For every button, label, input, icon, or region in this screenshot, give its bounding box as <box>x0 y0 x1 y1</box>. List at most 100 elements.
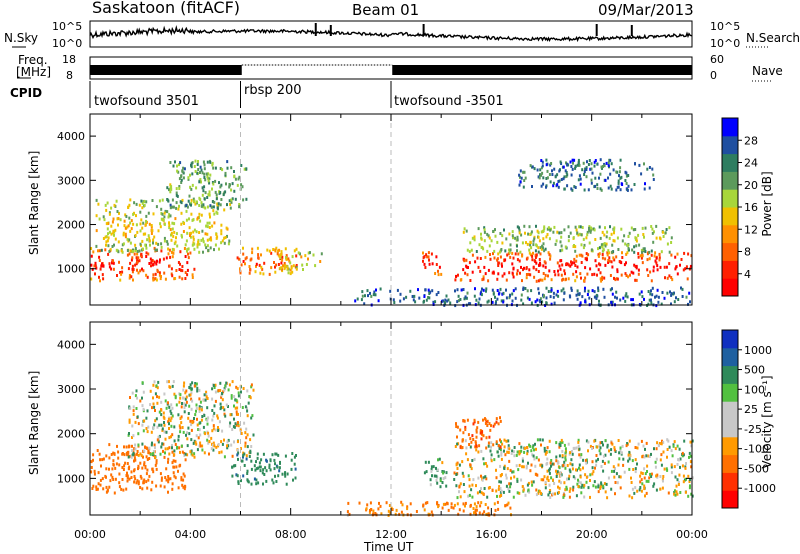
heatmap-cell-7 <box>537 250 540 254</box>
heatmap-cell-2 <box>205 172 208 176</box>
heatmap-cell-4 <box>610 448 613 452</box>
heatmap-cell-1 <box>198 410 201 413</box>
heatmap-cell-0 <box>177 486 180 490</box>
heatmap-cell-1 <box>189 234 191 237</box>
heatmap-cell-2 <box>219 203 222 207</box>
heatmap-cell-7 <box>574 245 577 249</box>
heatmap-cell-7 <box>493 249 496 253</box>
heatmap-cell-9 <box>603 164 606 168</box>
heatmap-cell-1 <box>222 390 225 394</box>
heatmap-cell-0 <box>155 278 158 282</box>
heatmap-cell-1 <box>211 224 214 228</box>
colorbar-swatch <box>722 153 738 172</box>
heatmap-cell-2 <box>193 165 196 168</box>
heatmap-cell-1 <box>246 389 249 393</box>
heatmap-cell-4 <box>598 444 601 448</box>
heatmap-cell-7 <box>640 248 643 252</box>
heatmap-cell-1 <box>216 235 219 239</box>
heatmap-cell-2 <box>243 452 246 456</box>
heatmap-cell-4 <box>546 475 549 479</box>
heatmap-cell-8 <box>354 299 357 303</box>
heatmap-cell-4 <box>523 446 526 450</box>
heatmap-cell-4 <box>571 463 574 467</box>
heatmap-cell-3 <box>424 460 427 464</box>
heatmap-cell-0 <box>150 264 152 268</box>
heatmap-cell-7 <box>603 242 606 246</box>
heatmap-cell-8 <box>609 288 612 292</box>
heatmap-cell-3 <box>276 252 279 256</box>
heatmap-cell-1 <box>246 433 249 437</box>
heatmap-cell-2 <box>186 205 189 209</box>
heatmap-cell-4 <box>589 444 592 448</box>
heatmap-cell-2 <box>213 200 216 204</box>
heatmap-cell-8 <box>563 291 566 295</box>
heatmap-cell-1 <box>106 239 109 243</box>
heatmap-cell-6 <box>567 277 570 281</box>
heatmap-cell-1 <box>137 443 140 447</box>
heatmap-cell-7 <box>644 226 647 230</box>
heatmap-cell-1 <box>230 394 233 398</box>
heatmap-cell-4 <box>679 457 682 461</box>
heatmap-cell-2 <box>219 167 222 170</box>
heatmap-cell-4 <box>533 448 535 452</box>
heatmap-cell-7 <box>641 250 643 254</box>
heatmap-cell-6 <box>478 511 481 515</box>
heatmap-cell-8 <box>681 295 684 298</box>
heatmap-cell-6 <box>473 502 476 506</box>
heatmap-cell-4 <box>649 472 652 476</box>
heatmap-cell-2 <box>177 170 180 174</box>
heatmap-cell-5 <box>427 251 430 255</box>
heatmap-cell-1 <box>163 416 166 420</box>
heatmap-cell-9 <box>583 188 586 192</box>
heatmap-cell-2 <box>199 165 202 169</box>
heatmap-cell-4 <box>633 491 636 495</box>
x-tick-label: 20:00 <box>576 528 608 541</box>
heatmap-cell-0 <box>175 269 178 272</box>
heatmap-cell-4 <box>485 477 488 481</box>
heatmap-cell-2 <box>237 482 240 485</box>
heatmap-cell-0 <box>177 469 179 473</box>
heatmap-cell-4 <box>513 454 516 458</box>
heatmap-cell-4 <box>281 258 284 262</box>
heatmap-cell-2 <box>245 167 248 171</box>
heatmap-cell-1 <box>134 394 137 398</box>
heatmap-cell-1 <box>151 441 153 445</box>
heatmap-cell-1 <box>147 234 150 238</box>
heatmap-cell-6 <box>487 506 490 510</box>
heatmap-cell-1 <box>188 217 190 221</box>
heatmap-cell-7 <box>576 231 579 235</box>
heatmap-cell-6 <box>521 254 524 258</box>
heatmap-cell-1 <box>155 205 158 209</box>
heatmap-cell-4 <box>564 447 567 451</box>
heatmap-cell-8 <box>576 289 579 293</box>
heatmap-cell-4 <box>639 480 642 484</box>
heatmap-cell-4 <box>525 464 528 468</box>
heatmap-cell-4 <box>666 455 668 459</box>
heatmap-cell-1 <box>173 230 176 234</box>
heatmap-cell-4 <box>579 468 582 472</box>
heatmap-cell-8 <box>374 293 377 297</box>
heatmap-cell-4 <box>577 440 580 444</box>
heatmap-cell-7 <box>487 234 490 238</box>
heatmap-cell-7 <box>529 243 532 247</box>
heatmap-cell-7 <box>563 228 566 232</box>
heatmap-cell-6 <box>567 263 570 267</box>
heatmap-cell-1 <box>229 413 232 417</box>
heatmap-cell-4 <box>551 462 554 466</box>
heatmap-cell-0 <box>145 480 148 484</box>
heatmap-cell-0 <box>140 252 143 256</box>
heatmap-cell-1 <box>171 444 173 448</box>
heatmap-cell-1 <box>183 381 186 385</box>
heatmap-cell-5 <box>456 425 459 429</box>
heatmap-cell-1 <box>223 438 225 442</box>
heatmap-cell-1 <box>190 423 193 427</box>
heatmap-cell-8 <box>423 295 426 298</box>
heatmap-cell-4 <box>518 442 521 446</box>
heatmap-cell-2 <box>233 170 235 173</box>
heatmap-cell-1 <box>160 408 163 412</box>
heatmap-cell-9 <box>599 158 602 162</box>
heatmap-cell-4 <box>655 447 658 451</box>
heatmap-cell-4 <box>507 487 510 491</box>
heatmap-cell-2 <box>228 183 231 186</box>
heatmap-cell-6 <box>483 265 486 269</box>
